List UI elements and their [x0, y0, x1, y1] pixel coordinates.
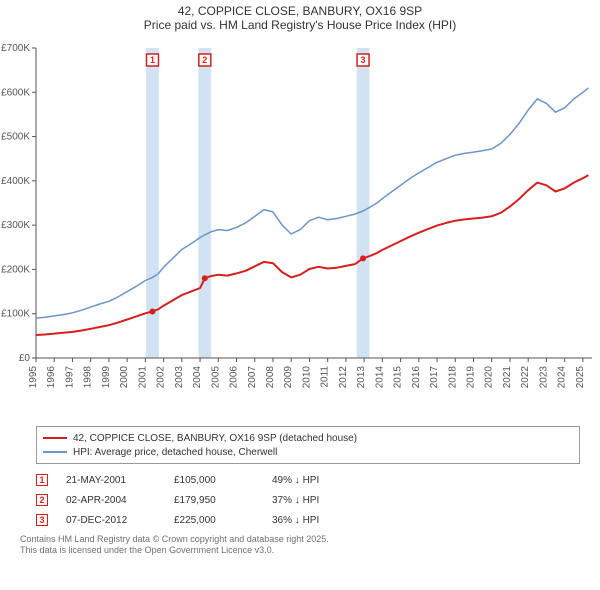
- sale-marker-number: 1: [150, 55, 155, 65]
- sale-row-marker: 2: [36, 494, 48, 506]
- sale-row: 2 02-APR-2004 £179,950 37% ↓ HPI: [36, 490, 580, 510]
- sale-date: 07-DEC-2012: [66, 515, 156, 526]
- sale-dot: [360, 255, 366, 261]
- y-tick-label: £700K: [1, 43, 30, 54]
- legend-label: 42, COPPICE CLOSE, BANBURY, OX16 9SP (de…: [73, 433, 357, 444]
- sale-row: 3 07-DEC-2012 £225,000 36% ↓ HPI: [36, 510, 580, 530]
- x-tick-label: 2024: [557, 366, 568, 389]
- footer: Contains HM Land Registry data © Crown c…: [20, 534, 580, 557]
- sale-band: [357, 48, 370, 358]
- chart-svg: £0 £100K £200K £300K £400K £500K £600K £700K 199…: [0, 38, 600, 418]
- sale-date: 21-MAY-2001: [66, 475, 156, 486]
- x-tick-label: 2021: [502, 366, 513, 389]
- y-tick-label: £100K: [1, 309, 30, 320]
- sale-band: [198, 48, 211, 358]
- x-tick-label: 1997: [64, 366, 75, 389]
- x-tick-label: 2003: [174, 366, 185, 389]
- x-tick-label: 2018: [447, 366, 458, 389]
- x-tick-label: 2000: [119, 366, 130, 389]
- legend-swatch: [43, 451, 67, 453]
- sale-marker-number: 3: [361, 55, 366, 65]
- sale-row-marker: 1: [36, 474, 48, 486]
- x-tick-label: 2004: [192, 366, 203, 389]
- y-tick-label: £600K: [1, 87, 30, 98]
- sale-price: £179,950: [174, 495, 254, 506]
- x-tick-label: 2019: [466, 366, 477, 389]
- y-tick-label: £300K: [1, 220, 30, 231]
- sale-diff: 37% ↓ HPI: [272, 495, 362, 506]
- sale-row: 1 21-MAY-2001 £105,000 49% ↓ HPI: [36, 470, 580, 490]
- y-tick-label: £0: [19, 353, 31, 364]
- title-main: 42, COPPICE CLOSE, BANBURY, OX16 9SP: [0, 4, 600, 18]
- x-tick-label: 2005: [210, 366, 221, 389]
- footer-line-2: This data is licensed under the Open Gov…: [20, 545, 580, 556]
- series-price_paid: [36, 175, 588, 335]
- x-tick-label: 1998: [83, 366, 94, 389]
- legend-row: HPI: Average price, detached house, Cher…: [43, 445, 573, 459]
- x-tick-label: 2010: [301, 366, 312, 389]
- x-tick-label: 2002: [156, 366, 167, 389]
- title-sub: Price paid vs. HM Land Registry's House …: [0, 18, 600, 32]
- sale-marker-number: 2: [202, 55, 207, 65]
- x-tick-label: 2012: [338, 366, 349, 389]
- x-tick-label: 2014: [374, 366, 385, 389]
- y-tick-label: £400K: [1, 176, 30, 187]
- legend-label: HPI: Average price, detached house, Cher…: [73, 447, 277, 458]
- y-tick-label: £200K: [1, 264, 30, 275]
- sale-dot: [149, 309, 155, 315]
- sale-date: 02-APR-2004: [66, 495, 156, 506]
- chart: £0 £100K £200K £300K £400K £500K £600K £700K 199…: [0, 38, 600, 418]
- x-tick-label: 2022: [520, 366, 531, 389]
- x-tick-label: 2007: [247, 366, 258, 389]
- chart-titles: 42, COPPICE CLOSE, BANBURY, OX16 9SP Pri…: [0, 0, 600, 38]
- x-tick-label: 2015: [393, 366, 404, 389]
- footer-line-1: Contains HM Land Registry data © Crown c…: [20, 534, 580, 545]
- sale-price: £105,000: [174, 475, 254, 486]
- x-tick-label: 2008: [265, 366, 276, 389]
- series-hpi: [36, 88, 588, 318]
- sale-diff: 49% ↓ HPI: [272, 475, 362, 486]
- x-tick-label: 1996: [46, 366, 57, 389]
- sales-table: 1 21-MAY-2001 £105,000 49% ↓ HPI 2 02-APR-200…: [36, 470, 580, 530]
- x-tick-label: 2017: [429, 366, 440, 389]
- x-tick-label: 2023: [538, 366, 549, 389]
- legend-row: 42, COPPICE CLOSE, BANBURY, OX16 9SP (de…: [43, 431, 573, 445]
- x-tick-label: 2009: [283, 366, 294, 389]
- x-tick-label: 2001: [137, 366, 148, 389]
- sale-dot: [202, 275, 208, 281]
- legend: 42, COPPICE CLOSE, BANBURY, OX16 9SP (de…: [36, 426, 580, 464]
- sale-price: £225,000: [174, 515, 254, 526]
- x-tick-label: 2016: [411, 366, 422, 389]
- x-tick-label: 1999: [101, 366, 112, 389]
- x-tick-label: 2011: [320, 366, 331, 388]
- x-tick-label: 1995: [28, 366, 39, 389]
- x-tick-label: 2006: [229, 366, 240, 389]
- sale-diff: 36% ↓ HPI: [272, 515, 362, 526]
- legend-swatch: [43, 437, 67, 439]
- sale-row-marker: 3: [36, 514, 48, 526]
- y-tick-label: £500K: [1, 132, 30, 143]
- x-tick-label: 2013: [356, 366, 367, 389]
- x-tick-label: 2020: [484, 366, 495, 389]
- x-tick-label: 2025: [575, 366, 586, 389]
